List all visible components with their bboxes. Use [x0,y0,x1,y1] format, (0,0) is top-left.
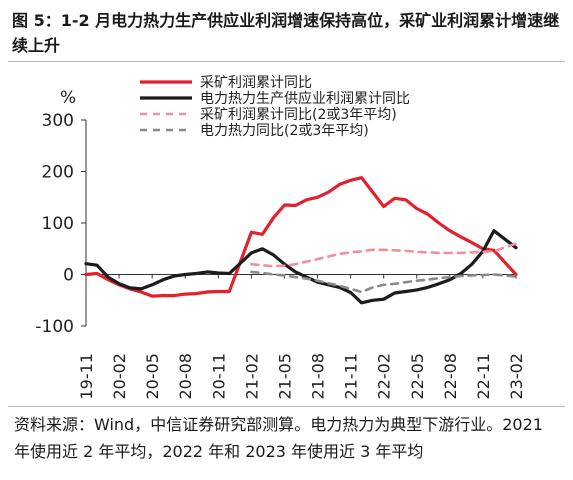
source-divider [8,406,565,407]
x-tick-label: 21-05 [275,353,294,400]
source-note: 资料来源：Wind，中信证券研究部测算。电力热力为典型下游行业。2021 年使用… [14,415,543,461]
y-tick-label: 100 [42,214,74,234]
series-line-1 [84,176,518,298]
x-tick-label: 20-02 [110,353,129,400]
x-tick-label: 21-02 [242,353,261,400]
title-divider [8,61,565,62]
x-tick-label: 20-11 [209,353,228,400]
y-axis-unit-label: % [60,88,76,108]
x-tick-label: 20-05 [143,353,162,400]
x-tick-label: 19-11 [77,353,96,400]
x-tick-label: 22-02 [375,353,394,400]
legend-label-2: 电力热力生产供应业利润累计同比 [200,90,410,107]
x-tick-label: 21-08 [309,353,328,400]
y-tick-label: 200 [42,163,74,183]
figure-title: 图 5：1-2 月电力热力生产供应业利润增速保持高位，采矿业利润累计增速继续上升 [12,11,560,55]
legend-label-1: 采矿利润累计同比 [200,75,312,91]
x-tick-label: 20-08 [176,353,195,400]
x-tick-label: 23-02 [507,353,526,400]
y-tick-label: -100 [35,317,74,337]
x-tick-label: 22-05 [408,353,427,400]
x-tick-label: 22-11 [474,353,493,400]
chart-svg: -100 0 100 200 300% 19-11 20-02 20-05 20-08 20-11… [35,75,526,400]
series-line-3 [250,242,518,268]
series-line-4 [250,270,518,294]
y-tick-label: 0 [63,266,74,286]
legend-label-4: 电力热力同比(2或3年平均) [200,123,369,139]
x-tick-label: 22-08 [441,353,460,400]
y-tick-label: 300 [42,111,74,131]
legend-label-3: 采矿利润累计同比(2或3年平均) [200,107,397,123]
series-line-2 [84,229,518,305]
line-chart: -100 0 100 200 300% 19-11 20-02 20-05 20-08 20-11… [0,62,573,408]
x-tick-label: 21-11 [342,353,361,400]
